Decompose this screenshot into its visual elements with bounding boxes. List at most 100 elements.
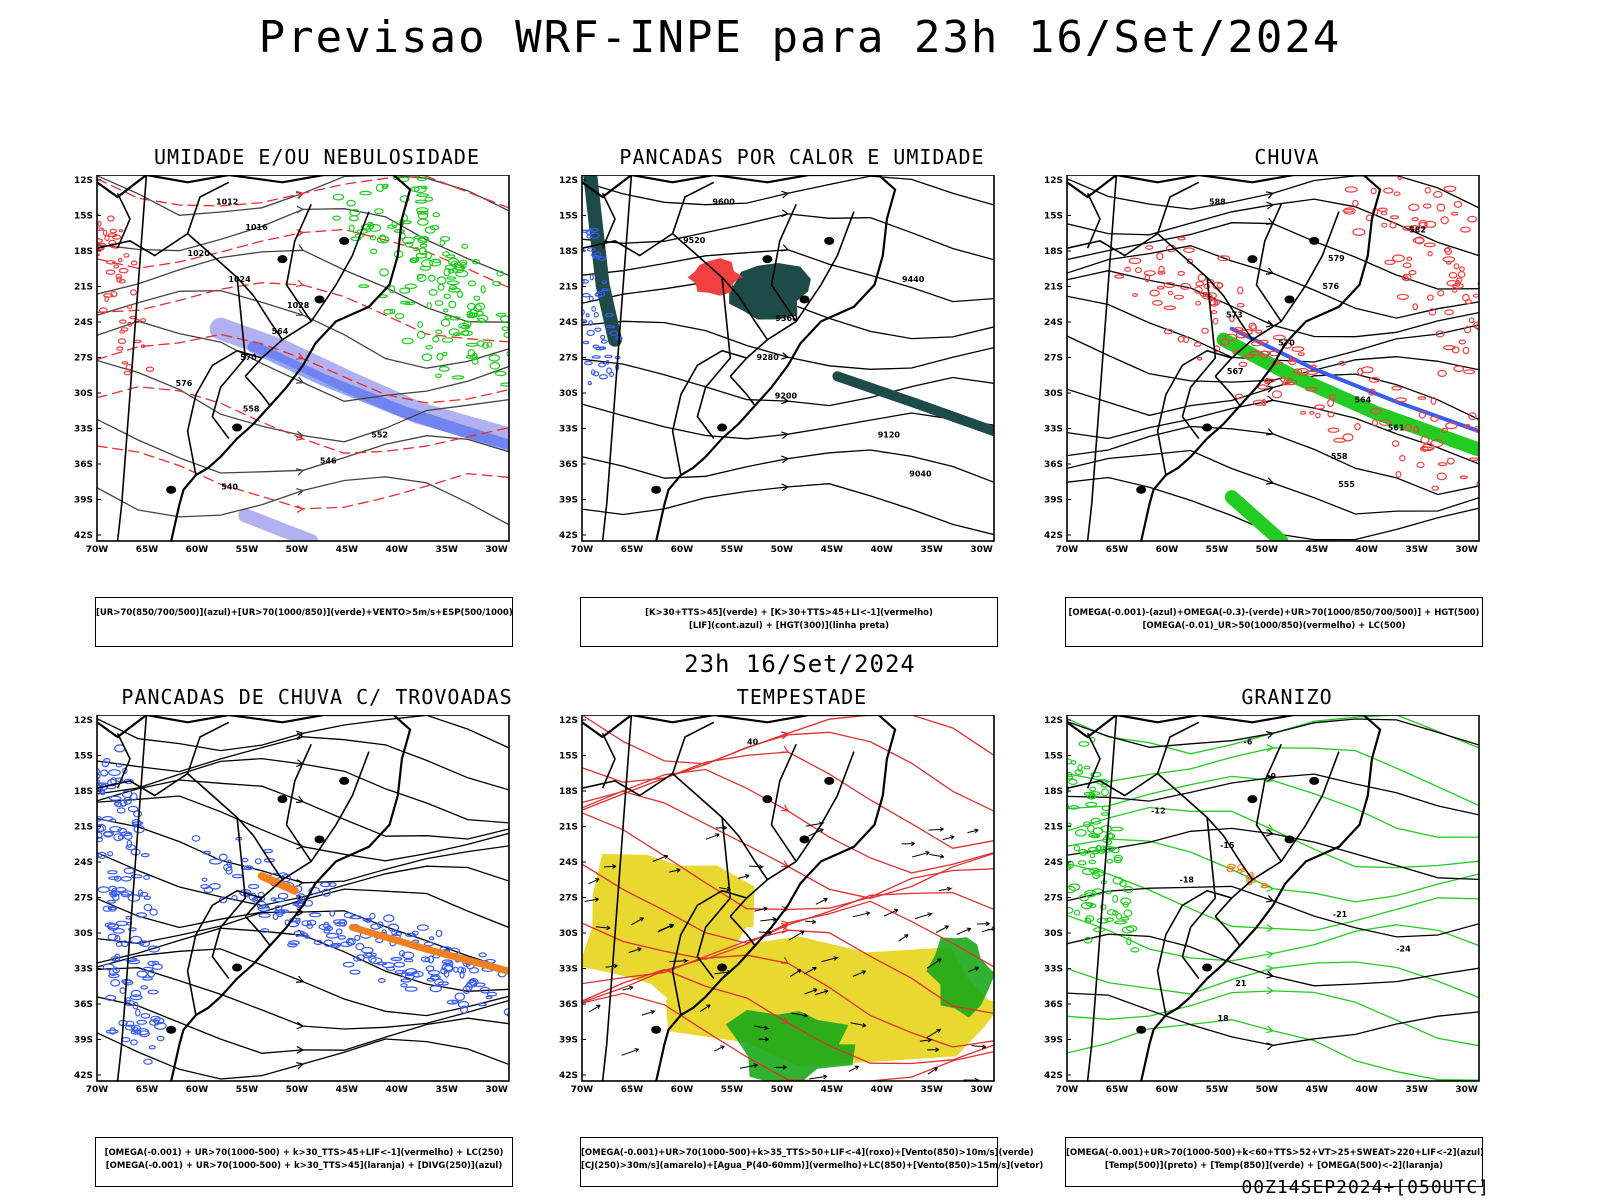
latitude-label: 30S bbox=[1044, 929, 1063, 939]
forecast-time-label: 23h 16/Set/2024 bbox=[684, 650, 916, 678]
panel-legend: [OMEGA(-0.001)+UR>70(1000-500)+k<60+TTS>… bbox=[1065, 1137, 1484, 1187]
latitude-label: 24S bbox=[1044, 858, 1063, 868]
latitude-label: 18S bbox=[74, 787, 93, 797]
longitude-label: 65W bbox=[1106, 1085, 1129, 1095]
legend-line: [LIF](cont.azul) + [HGT(300)](linha pret… bbox=[688, 621, 890, 631]
weather-map: -6 -9 -12 -15 -18 -21 -24 21 18 12S 15S 18S 21S 24S 27… bbox=[1044, 715, 1480, 1095]
contour-label: -15 bbox=[1220, 841, 1235, 850]
longitude-label: 45W bbox=[1306, 1085, 1329, 1095]
latitude-label: 36S bbox=[74, 460, 93, 470]
latitude-label: 30S bbox=[1044, 389, 1063, 399]
longitude-label: 55W bbox=[721, 545, 744, 555]
latitude-label: 27S bbox=[74, 354, 93, 364]
longitude-label: 70W bbox=[1056, 1085, 1079, 1095]
panel-legend: [K>30+TTS>45](verde) + [K>30+TTS>45+LI<-… bbox=[580, 597, 998, 647]
longitude-label: 50W bbox=[1256, 1085, 1279, 1095]
latitude-label: 18S bbox=[1044, 247, 1063, 257]
latitude-label: 12S bbox=[1044, 716, 1063, 726]
longitude-label: 35W bbox=[920, 545, 943, 555]
latitude-label: 30S bbox=[559, 929, 578, 939]
latitude-label: 33S bbox=[559, 965, 578, 975]
longitude-label: 30W bbox=[1455, 1085, 1478, 1095]
longitude-label: 55W bbox=[1206, 545, 1229, 555]
latitude-label: 12S bbox=[74, 176, 93, 186]
latitude-label: 18S bbox=[74, 247, 93, 257]
latitude-label: 18S bbox=[559, 247, 578, 257]
panel-title: PANCADAS DE CHUVA C/ TROVOADAS bbox=[121, 685, 513, 709]
longitude-label: 30W bbox=[485, 545, 508, 555]
latitude-label: 36S bbox=[559, 460, 578, 470]
longitude-label: 45W bbox=[821, 545, 844, 555]
legend-line: [OMEGA(-0.001)-(azul)+OMEGA(-0.3)-(verde… bbox=[1068, 608, 1480, 618]
weather-map: 12S 15S 18S 21S 24S 27S 30S 33S 36S 39S 42S 70W 65W 6… bbox=[74, 715, 510, 1095]
longitude-label: 70W bbox=[571, 1085, 594, 1095]
longitude-label: 55W bbox=[236, 1085, 259, 1095]
latitude-label: 15S bbox=[1044, 212, 1063, 222]
latitude-label: 42S bbox=[1044, 1071, 1063, 1081]
longitude-label: 30W bbox=[970, 545, 993, 555]
panel-chuva: CHUVA 588 582 579 576 573 570 567 564 561 558 555 12… bbox=[1037, 145, 1537, 655]
longitude-label: 35W bbox=[1405, 545, 1428, 555]
latitude-label: 18S bbox=[1044, 787, 1063, 797]
contour-label: 573 bbox=[1226, 310, 1243, 319]
weather-map: 40 12S 15S 18S 21S 24S 27S 30S 33S 36S 39S 42S 70W 65… bbox=[559, 715, 995, 1095]
longitude-label: 35W bbox=[1405, 1085, 1428, 1095]
contour-label: 9040 bbox=[909, 470, 932, 479]
latitude-label: 27S bbox=[74, 894, 93, 904]
contour-label: 564 bbox=[1355, 395, 1372, 404]
latitude-label: 15S bbox=[74, 212, 93, 222]
longitude-label: 65W bbox=[1106, 545, 1129, 555]
contour-label: 567 bbox=[1227, 367, 1244, 376]
panel-granizo: GRANIZO -6 -9 -12 -15 -18 -21 -24 21 18 12S 15S 18S 2… bbox=[1037, 685, 1537, 1195]
longitude-label: 30W bbox=[970, 1085, 993, 1095]
panel-legend: [OMEGA(-0.001)+UR>70(1000-500)+k>35_TTS>… bbox=[580, 1137, 1043, 1187]
longitude-label: 60W bbox=[186, 545, 209, 555]
latitude-label: 30S bbox=[559, 389, 578, 399]
legend-line: [OMEGA(-0.001)+UR>70(1000-500)+k<60+TTS>… bbox=[1066, 1148, 1484, 1158]
legend-line: [OMEGA(-0.001)+UR>70(1000-500)+k>35_TTS>… bbox=[581, 1148, 1034, 1158]
longitude-label: 65W bbox=[136, 1085, 159, 1095]
contour-label: 555 bbox=[1338, 480, 1355, 489]
latitude-label: 27S bbox=[1044, 354, 1063, 364]
contour-label: 21 bbox=[1235, 979, 1247, 988]
panel-title: PANCADAS POR CALOR E UMIDADE bbox=[619, 145, 985, 169]
longitude-label: 60W bbox=[671, 1085, 694, 1095]
longitude-label: 35W bbox=[920, 1085, 943, 1095]
longitude-label: 40W bbox=[385, 1085, 408, 1095]
longitude-label: 40W bbox=[1355, 1085, 1378, 1095]
panel-legend: [OMEGA(-0.001) + UR>70(1000-500) + k>30_… bbox=[95, 1137, 513, 1187]
latitude-label: 33S bbox=[1044, 965, 1063, 975]
panel-tempestade: TEMPESTADE 40 12S 15S 18S 21S 24S 27S 30S 33S 36S 3… bbox=[552, 685, 1052, 1195]
latitude-label: 36S bbox=[1044, 1000, 1063, 1010]
panel-legend: [OMEGA(-0.001)-(azul)+OMEGA(-0.3)-(verde… bbox=[1065, 597, 1483, 647]
longitude-label: 65W bbox=[621, 1085, 644, 1095]
weather-map: 9600 9520 9440 9360 9280 9200 9120 9040 12S 15S 18… bbox=[559, 175, 995, 555]
longitude-label: 40W bbox=[870, 545, 893, 555]
legend-line: [OMEGA(-0.01)_UR>50(1000/850)(vermelho) … bbox=[1142, 621, 1406, 631]
latitude-label: 12S bbox=[559, 716, 578, 726]
contour-label: 1028 bbox=[287, 301, 310, 310]
panel-trovoadas: PANCADAS DE CHUVA C/ TROVOADAS 12S 15S 18S 2… bbox=[67, 685, 567, 1195]
contour-label: 1020 bbox=[188, 249, 211, 258]
run-info-label: 00Z14SEP2024+[050UTC] bbox=[1241, 1177, 1490, 1198]
contour-label: 570 bbox=[1278, 339, 1295, 348]
latitude-label: 21S bbox=[1044, 283, 1063, 293]
longitude-label: 50W bbox=[771, 545, 794, 555]
weather-map: 1012 1016 1020 1024 1028 564 570 576 558 552 546 54… bbox=[74, 175, 510, 555]
latitude-label: 36S bbox=[1044, 460, 1063, 470]
longitude-label: 60W bbox=[186, 1085, 209, 1095]
longitude-label: 65W bbox=[136, 545, 159, 555]
legend-line: [K>30+TTS>45](verde) + [K>30+TTS>45+LI<-… bbox=[645, 608, 933, 618]
latitude-label: 21S bbox=[1044, 823, 1063, 833]
latitude-label: 30S bbox=[74, 929, 93, 939]
longitude-label: 55W bbox=[1206, 1085, 1229, 1095]
latitude-label: 33S bbox=[1044, 425, 1063, 435]
longitude-label: 50W bbox=[1256, 545, 1279, 555]
longitude-label: 30W bbox=[485, 1085, 508, 1095]
longitude-label: 60W bbox=[1156, 1085, 1179, 1095]
contour-label: 40 bbox=[747, 737, 759, 746]
latitude-label: 24S bbox=[1044, 318, 1063, 328]
panel-title: TEMPESTADE bbox=[736, 685, 868, 709]
contour-label: -18 bbox=[1180, 876, 1195, 885]
contour-label: 579 bbox=[1328, 254, 1345, 263]
